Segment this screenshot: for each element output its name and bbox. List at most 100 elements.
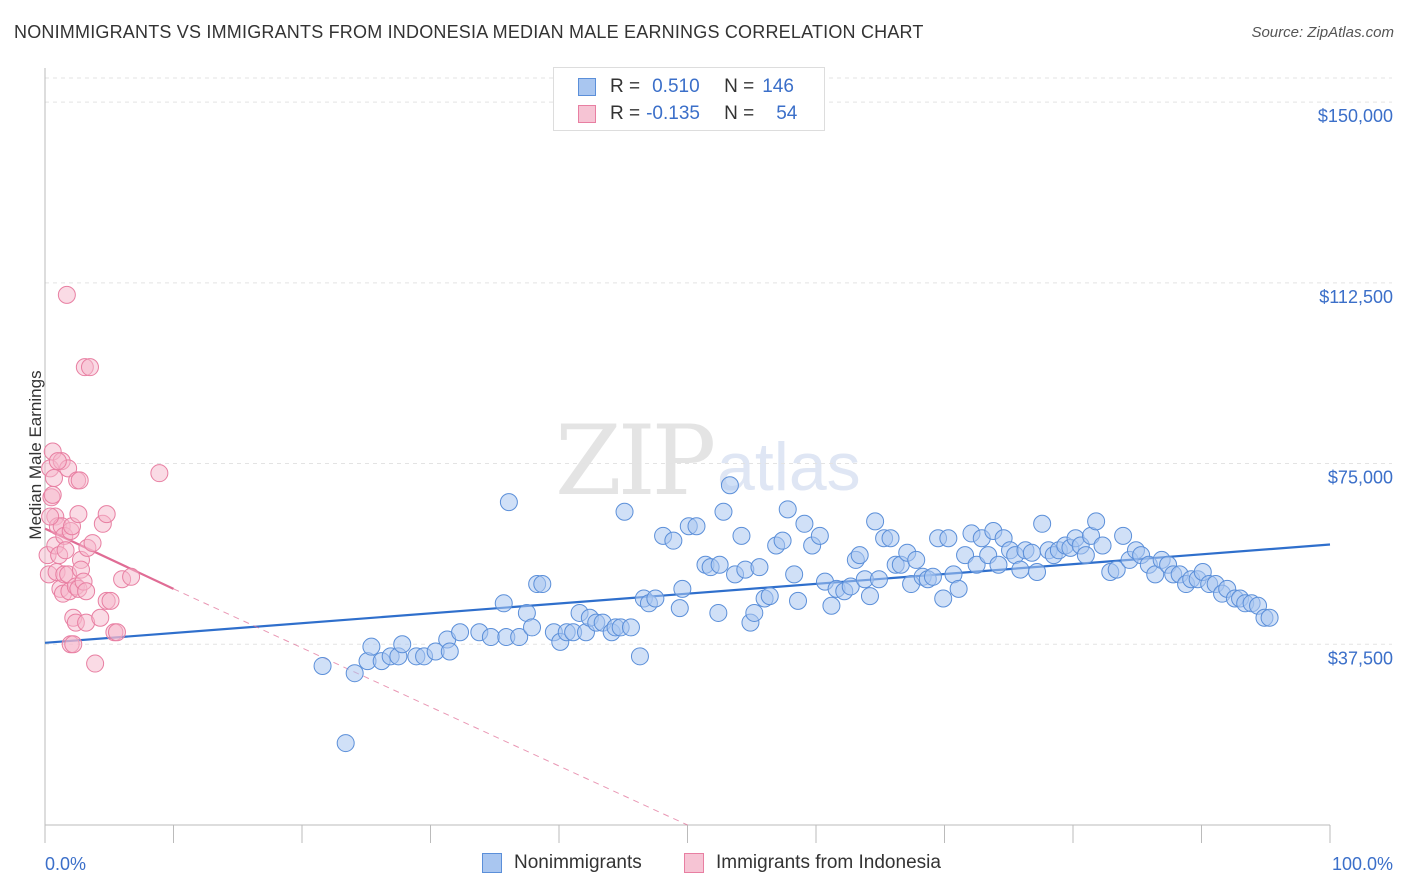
data-point-nonimmigrants [336,734,355,753]
data-point-nonimmigrants [881,529,900,548]
data-point-nonimmigrants [939,529,958,548]
data-point-immigrants-indonesia [69,505,88,524]
data-point-nonimmigrants [860,587,879,606]
watermark-zip: ZIP [555,405,716,517]
data-point-nonimmigrants [989,555,1008,574]
data-point-immigrants-indonesia [97,505,116,524]
data-point-immigrants-indonesia [91,608,110,627]
data-point-immigrants-indonesia [83,534,102,553]
legend-item-immigrants-indonesia[interactable]: Immigrants from Indonesia [684,852,941,874]
data-point-nonimmigrants [934,589,953,608]
data-point-nonimmigrants [494,594,513,613]
data-point-nonimmigrants [778,500,797,519]
r-value: -0.135 [646,103,700,124]
data-point-nonimmigrants [1087,512,1106,531]
data-point-immigrants-indonesia [43,485,62,504]
data-point-nonimmigrants [745,603,764,622]
data-point-nonimmigrants [481,628,500,647]
data-point-nonimmigrants [760,587,779,606]
legend-swatch-blue [482,853,502,873]
data-point-immigrants-indonesia [86,654,105,673]
series-immigrants-indonesia [38,285,169,673]
data-point-nonimmigrants [313,656,332,675]
data-point-nonimmigrants [451,623,470,642]
data-point-nonimmigrants [850,546,869,565]
data-point-immigrants-indonesia [101,591,120,610]
y-tick-label: $37,500 [1328,648,1393,668]
data-point-nonimmigrants [967,555,986,574]
data-point-nonimmigrants [907,550,926,569]
stats-row-nonimmigrants: R = 0.510 N = 146 [578,75,794,99]
data-point-nonimmigrants [789,591,808,610]
data-point-immigrants-indonesia [107,623,126,642]
data-point-nonimmigrants [621,618,640,637]
y-tick-label: $75,000 [1328,468,1393,488]
data-point-nonimmigrants [720,476,739,495]
data-point-immigrants-indonesia [80,358,99,377]
data-point-nonimmigrants [785,565,804,584]
data-point-nonimmigrants [1011,560,1030,579]
r-value: 0.510 [652,76,700,97]
data-point-nonimmigrants [687,517,706,536]
data-point-nonimmigrants [670,599,689,618]
data-point-nonimmigrants [822,596,841,615]
data-point-nonimmigrants [810,526,829,545]
data-point-nonimmigrants [956,546,975,565]
x-tick-label: 0.0% [45,854,86,874]
data-point-immigrants-indonesia [70,471,89,490]
x-tick-label: 100.0% [1332,854,1393,874]
source-note: Source: ZipAtlas.com [1251,24,1394,41]
data-point-nonimmigrants [523,618,542,637]
data-point-immigrants-indonesia [122,567,141,586]
data-point-nonimmigrants [440,642,459,661]
data-point-nonimmigrants [1033,514,1052,533]
legend-swatch-blue [578,78,596,96]
data-point-nonimmigrants [615,502,634,521]
data-point-nonimmigrants [1093,536,1112,555]
n-value: 146 [762,76,794,97]
data-point-nonimmigrants [710,555,729,574]
data-point-nonimmigrants [510,628,529,647]
n-value: 54 [776,103,798,124]
trend-lines [44,527,1331,826]
data-point-nonimmigrants [393,635,412,654]
data-point-nonimmigrants [1114,526,1133,545]
data-point-immigrants-indonesia [56,541,75,560]
data-point-nonimmigrants [1022,543,1041,562]
stats-row-immigrants: R = -0.135 N = 54 [578,102,797,126]
series-legend: Nonimmigrants Immigrants from Indonesia [0,852,1406,878]
chart-title: NONIMMIGRANTS VS IMMIGRANTS FROM INDONES… [14,22,924,42]
axes [44,68,1331,843]
y-tick-label: $112,500 [1319,287,1393,307]
data-point-nonimmigrants [646,589,665,608]
data-point-nonimmigrants [923,567,942,586]
data-point-nonimmigrants [709,603,728,622]
data-point-nonimmigrants [499,493,518,512]
data-point-immigrants-indonesia [48,452,67,471]
data-point-nonimmigrants [869,570,888,589]
data-point-nonimmigrants [1107,560,1126,579]
data-point-nonimmigrants [866,512,885,531]
data-point-nonimmigrants [362,637,381,656]
legend-label: Immigrants from Indonesia [716,852,941,873]
data-point-nonimmigrants [673,579,692,598]
watermark-atlas: atlas [717,429,861,505]
data-point-nonimmigrants [773,531,792,550]
stats-legend: R = 0.510 N = 146 R = -0.135 N = 54 [553,67,825,131]
n-label: N = [724,76,755,97]
data-point-nonimmigrants [841,577,860,596]
legend-swatch-pink [578,105,596,123]
y-tick-label: $150,000 [1318,106,1393,126]
data-point-nonimmigrants [533,575,552,594]
data-point-nonimmigrants [664,531,683,550]
r-label: R = [610,76,641,97]
data-point-nonimmigrants [1260,608,1279,627]
legend-label: Nonimmigrants [514,852,642,873]
data-point-immigrants-indonesia [57,285,76,304]
legend-swatch-pink [684,853,704,873]
data-point-immigrants-indonesia [77,582,96,601]
data-point-immigrants-indonesia [64,635,83,654]
r-label: R = [610,103,641,124]
data-point-nonimmigrants [732,526,751,545]
legend-item-nonimmigrants[interactable]: Nonimmigrants [482,852,642,874]
